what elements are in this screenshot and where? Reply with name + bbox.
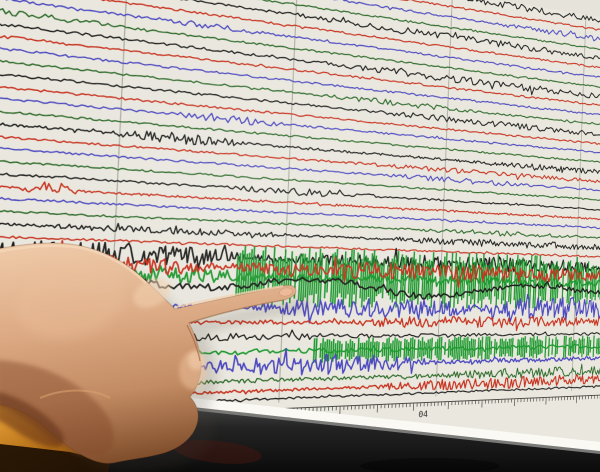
thumb-deep-shadow: [0, 392, 64, 448]
tick-label-04: 04: [418, 410, 428, 420]
index-finger-underside: [188, 299, 285, 324]
finger-crease: [186, 324, 201, 362]
arm-rim-light: [0, 244, 147, 284]
index-finger-top-light: [175, 285, 284, 308]
hand-back-highlight: [15, 260, 125, 340]
fingernail: [279, 287, 293, 297]
knuckle-highlight: [133, 278, 171, 308]
screen-bottom-edge: [128, 391, 600, 451]
bezel-shadow: [360, 458, 500, 472]
curled-finger-shine: [188, 350, 204, 370]
thumb-rim-light: [39, 389, 111, 399]
palm-bottom-shadow: [0, 360, 114, 456]
bezel-top-lip: [127, 400, 600, 455]
